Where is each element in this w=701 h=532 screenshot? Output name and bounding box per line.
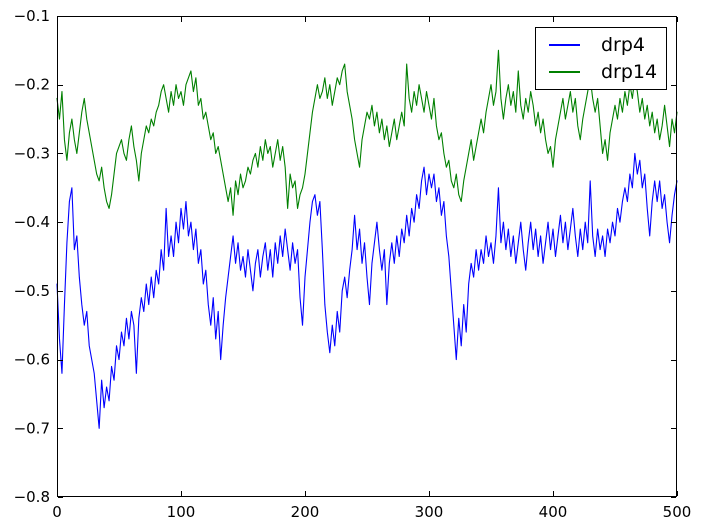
series-line-drp14 bbox=[56, 49, 678, 216]
x-tick-label: 0 bbox=[52, 503, 62, 521]
legend-label-drp4: drp4 bbox=[601, 33, 646, 56]
plot-border bbox=[57, 16, 677, 497]
legend-box: drp4 drp14 bbox=[535, 27, 667, 90]
x-tick-label: 200 bbox=[291, 503, 320, 521]
y-tick-label: −0.2 bbox=[14, 76, 50, 94]
series-line-drp4 bbox=[56, 152, 678, 429]
x-tick-label: 500 bbox=[663, 503, 692, 521]
legend-item-drp14: drp14 bbox=[536, 62, 666, 82]
legend-line-sample-drp14 bbox=[549, 71, 580, 73]
y-tick-label: −0.5 bbox=[14, 282, 50, 300]
y-tick-label: −0.6 bbox=[14, 351, 50, 369]
legend-label-drp14: drp14 bbox=[601, 60, 658, 83]
legend-item-drp4: drp4 bbox=[536, 35, 666, 55]
legend-line-sample-drp4 bbox=[549, 44, 580, 46]
y-tick-label: −0.8 bbox=[14, 488, 50, 506]
y-tick-label: −0.1 bbox=[14, 7, 50, 25]
x-tick-label: 100 bbox=[167, 503, 196, 521]
x-tick-label: 300 bbox=[415, 503, 444, 521]
x-tick-label: 400 bbox=[539, 503, 568, 521]
y-tick-label: −0.4 bbox=[14, 213, 50, 231]
y-tick-label: −0.3 bbox=[14, 144, 50, 162]
y-tick-label: −0.7 bbox=[14, 419, 50, 437]
